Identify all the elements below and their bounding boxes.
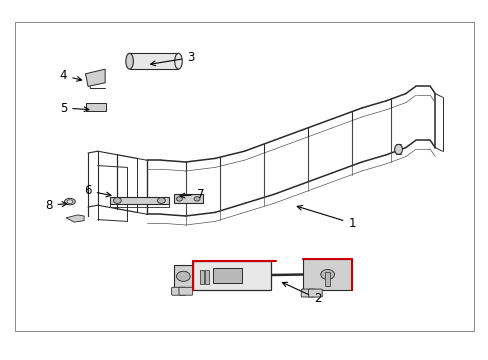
Text: 6: 6: [84, 184, 111, 197]
FancyBboxPatch shape: [171, 287, 185, 295]
Polygon shape: [66, 215, 84, 222]
Text: 1: 1: [297, 206, 355, 230]
Circle shape: [157, 198, 165, 203]
Bar: [85, 103, 106, 111]
Text: 5: 5: [60, 102, 89, 114]
Polygon shape: [193, 261, 271, 290]
FancyBboxPatch shape: [308, 289, 322, 297]
Polygon shape: [173, 265, 193, 288]
Ellipse shape: [64, 198, 75, 205]
Text: 8: 8: [45, 199, 67, 212]
Ellipse shape: [67, 200, 73, 203]
Bar: [205, 270, 209, 284]
Text: 2: 2: [282, 282, 321, 305]
Ellipse shape: [125, 53, 133, 69]
Bar: [200, 270, 204, 284]
Polygon shape: [110, 197, 168, 204]
Bar: [212, 268, 242, 283]
Text: 7: 7: [180, 188, 204, 201]
Circle shape: [176, 271, 190, 282]
Circle shape: [320, 269, 334, 280]
Polygon shape: [173, 194, 203, 203]
Polygon shape: [85, 69, 105, 86]
Polygon shape: [129, 53, 178, 69]
Polygon shape: [303, 259, 351, 290]
Bar: [325, 272, 329, 286]
Circle shape: [176, 197, 182, 201]
FancyBboxPatch shape: [179, 287, 192, 295]
Ellipse shape: [174, 53, 182, 69]
Circle shape: [194, 197, 200, 201]
Text: 4: 4: [60, 69, 81, 82]
Ellipse shape: [394, 144, 402, 154]
FancyBboxPatch shape: [301, 289, 314, 297]
Circle shape: [113, 198, 121, 203]
Text: 3: 3: [150, 51, 194, 66]
